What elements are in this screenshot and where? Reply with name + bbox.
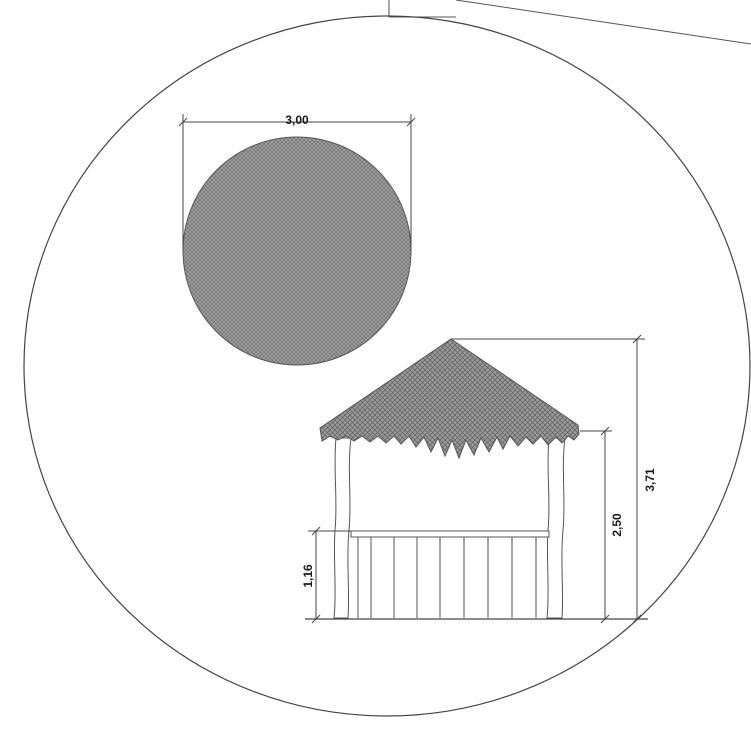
detail-callout-circle [23, 15, 751, 717]
thatched-roof [319, 338, 580, 460]
railing-height-label: 1,16 [301, 564, 315, 588]
plan-view: 3,00 [178, 113, 416, 366]
elevation-view: 3,71 2,50 1,16 [301, 334, 657, 624]
plan-width-label: 3,00 [285, 113, 309, 127]
callout-leader-lines [388, 0, 751, 45]
eave-height-dimension-line [580, 426, 612, 624]
total-height-dimension-line [451, 334, 645, 624]
total-height-label: 3,71 [643, 468, 657, 492]
plan-roof-circle [182, 136, 412, 366]
eave-height-label: 2,50 [610, 513, 624, 537]
left-post [333, 437, 352, 619]
right-post [546, 437, 566, 619]
plan-width-dimension-line [178, 114, 416, 251]
railing [350, 530, 550, 618]
railing-height-dimension-line [308, 526, 351, 624]
